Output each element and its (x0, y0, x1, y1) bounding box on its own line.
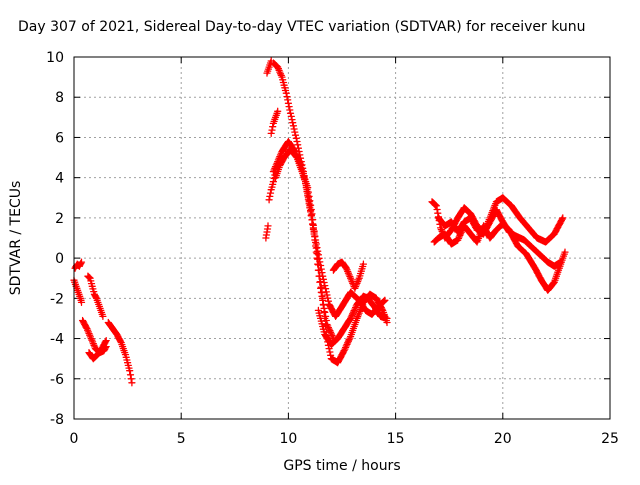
x-tick-label: 25 (601, 431, 619, 447)
y-tick-label: -4 (50, 332, 64, 348)
x-tick-label: 15 (387, 431, 405, 447)
series-arc-b3 (263, 57, 275, 77)
gridlines (74, 57, 610, 419)
series-arc-a5 (85, 336, 110, 363)
series-arc-a1 (71, 258, 86, 272)
x-axis-label: GPS time / hours (283, 458, 400, 474)
series-arc-a6 (104, 318, 136, 387)
y-tick-label: 10 (46, 50, 64, 66)
x-tick-label: 5 (177, 431, 186, 447)
series-arc-b7 (271, 145, 391, 367)
x-tick-label: 0 (70, 431, 79, 447)
series-arc-b9 (329, 258, 368, 292)
y-tick-label: -6 (50, 372, 64, 388)
series-arc-c3 (434, 206, 565, 270)
data-series (70, 57, 569, 387)
x-tick-label: 10 (279, 431, 297, 447)
chart-title: Day 307 of 2021, Sidereal Day-to-day VTE… (18, 19, 586, 35)
plot-frame (73, 56, 611, 420)
series-arc-b5 (269, 59, 389, 321)
series-arc-a2 (70, 276, 86, 307)
axis-tick-labels: 0 5 10 15 20 25 -8 -6 -4 -2 0 2 4 6 8 10 (46, 50, 619, 447)
y-tick-label: 2 (55, 211, 64, 227)
series-arc-b4 (267, 107, 282, 138)
y-axis-label: SDTVAR / TECUs (8, 181, 24, 296)
y-tick-label: -8 (50, 412, 64, 428)
y-tick-label: -2 (50, 291, 64, 307)
y-tick-label: 4 (55, 171, 64, 187)
y-tick-label: 6 (55, 130, 64, 146)
y-tick-label: 8 (55, 90, 64, 106)
series-arc-a3 (84, 272, 107, 321)
series-arc-b8 (314, 292, 391, 349)
x-tick-label: 20 (494, 431, 512, 447)
y-tick-label: 0 (55, 251, 64, 267)
series-arc-b1 (262, 222, 272, 242)
axis-ticks (73, 56, 611, 420)
